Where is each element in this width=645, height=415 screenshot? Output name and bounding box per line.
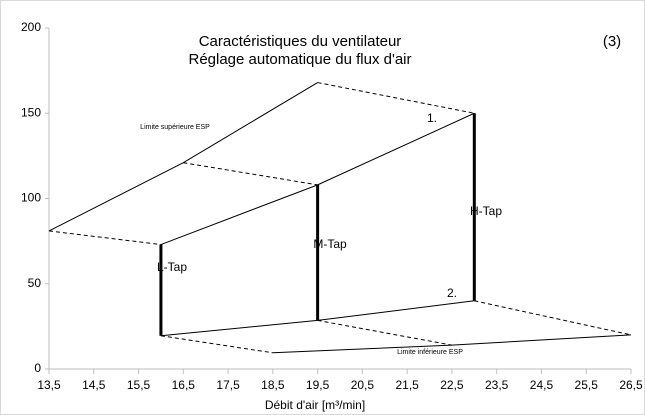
x-tick-label: 21,5: [395, 378, 419, 392]
x-tick-label: 17,5: [216, 378, 240, 392]
annotation: L-Tap: [157, 260, 187, 274]
x-tick-label: 24,5: [530, 378, 554, 392]
y-tick-label: 150: [21, 105, 41, 119]
chart-title: Caractéristiques du ventilateur: [199, 33, 402, 50]
x-tick-label: 15,5: [127, 378, 151, 392]
annotation: 2.: [447, 286, 457, 300]
chart-subtitle: Réglage automatique du flux d'air: [188, 51, 411, 68]
line: [160, 335, 273, 354]
y-tick-label: 50: [28, 276, 42, 290]
x-tick-label: 19,5: [306, 378, 330, 392]
annotation: Limite supérieure ESP: [140, 124, 210, 131]
x-tick-label: 18,5: [261, 378, 285, 392]
line: [317, 82, 475, 114]
x-tick-label: 22,5: [440, 378, 464, 392]
x-tick-label: 26,5: [619, 378, 643, 392]
annotation: 1.: [427, 111, 437, 125]
annotation: Limite inférieure ESP: [397, 349, 463, 356]
line: [160, 300, 475, 337]
x-tick-label: 20,5: [351, 378, 375, 392]
y-tick-label: 0: [34, 361, 41, 375]
x-axis-label: Débit d'air [m³/min]: [265, 398, 365, 412]
line: [48, 230, 161, 246]
x-tick-label: 14,5: [82, 378, 106, 392]
line: [317, 319, 453, 346]
x-tick-label: 25,5: [575, 378, 599, 392]
y-tick-label: 200: [21, 20, 41, 34]
annotation: H-Tap: [470, 204, 502, 218]
figure-number: (3): [603, 33, 621, 50]
line: [183, 162, 318, 186]
line: [474, 300, 632, 336]
x-tick-label: 23,5: [485, 378, 509, 392]
x-tick-label: 16,5: [172, 378, 196, 392]
y-tick-label: 100: [21, 191, 41, 205]
x-tick-label: 13,5: [37, 378, 61, 392]
annotation: M-Tap: [313, 237, 347, 251]
